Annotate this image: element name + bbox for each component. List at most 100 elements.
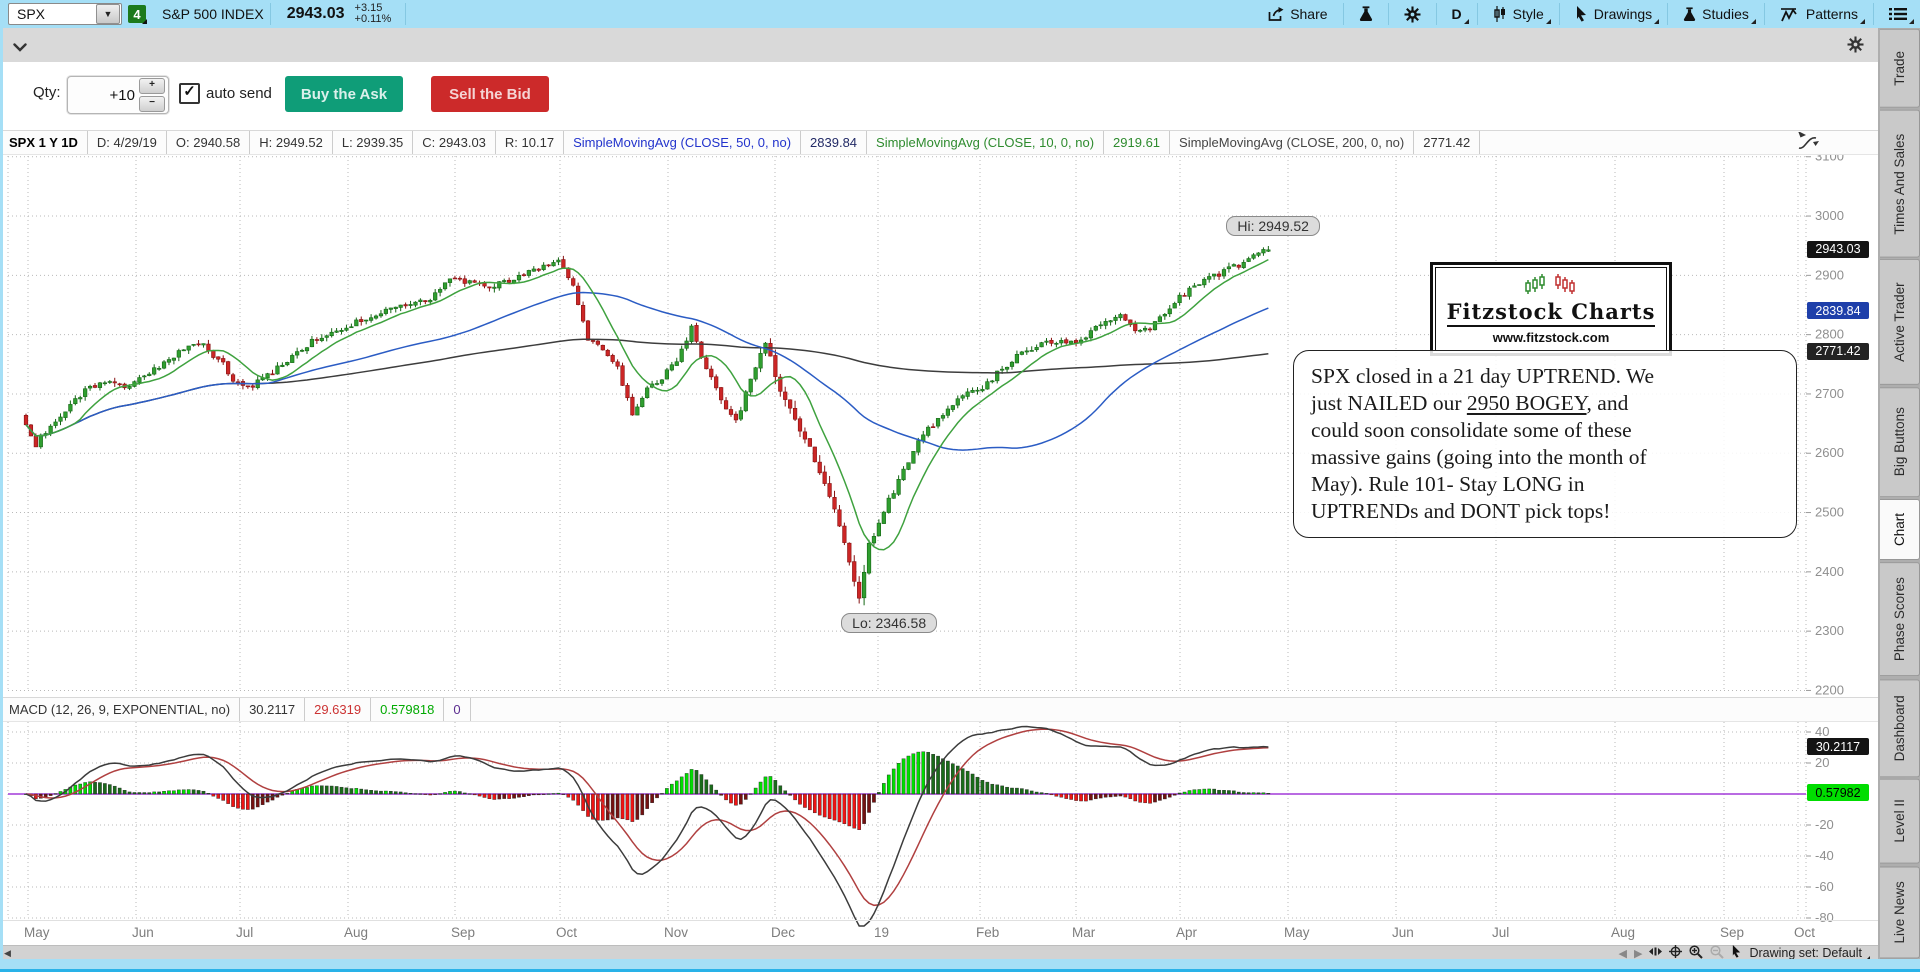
sidebar-tab-trade[interactable]: Trade bbox=[1880, 29, 1920, 108]
time-axis-label: Sep bbox=[451, 925, 476, 940]
style-button[interactable]: Style bbox=[1484, 1, 1553, 27]
chart-header-cell[interactable]: D: 4/29/19 bbox=[88, 131, 167, 154]
zoom-in-icon[interactable] bbox=[1689, 944, 1704, 962]
window-left-edge bbox=[0, 28, 3, 959]
chart-header-cell[interactable]: SimpleMovingAvg (CLOSE, 50, 0, no) bbox=[564, 131, 802, 154]
patterns-label: Patterns bbox=[1805, 6, 1858, 22]
linked-group-badge[interactable]: 4 bbox=[128, 5, 147, 24]
logo-title: Fitzstock Charts bbox=[1446, 299, 1656, 327]
separator bbox=[1763, 3, 1765, 25]
fitzstock-logo-drawing[interactable]: Fitzstock Charts www.fitzstock.com bbox=[1430, 262, 1672, 356]
panel-settings-gear-icon[interactable] bbox=[1847, 36, 1864, 58]
chart-header-cell[interactable]: C: 2943.03 bbox=[413, 131, 496, 154]
macd-header-cell[interactable]: 29.6319 bbox=[305, 698, 372, 721]
chart-header-cell[interactable]: SPX 1 Y 1D bbox=[0, 131, 88, 154]
macd-header-cell[interactable]: 30.2117 bbox=[240, 698, 306, 721]
flask-icon bbox=[1359, 6, 1373, 22]
qty-input[interactable]: +10 + − bbox=[67, 76, 169, 114]
top-toolbar: SPX ▼ 4 S&P 500 INDEX 2943.03 +3.15 +0.1… bbox=[0, 0, 1920, 28]
svg-text:2700: 2700 bbox=[1815, 386, 1844, 401]
chart-header-cell[interactable]: R: 10.17 bbox=[496, 131, 565, 154]
time-axis-label: Jun bbox=[132, 925, 154, 940]
time-axis-label: Dec bbox=[771, 925, 796, 940]
logo-candles-icon bbox=[1525, 274, 1577, 294]
order-panel-collapse-row bbox=[3, 28, 1878, 63]
macd-header-cell[interactable]: MACD (12, 26, 9, EXPONENTIAL, no) bbox=[0, 698, 241, 721]
price-chart[interactable]: 3100300029002800270026002500240023002200… bbox=[0, 126, 1878, 959]
share-button[interactable]: Share bbox=[1258, 1, 1336, 27]
cursor-mode-icon[interactable] bbox=[1731, 945, 1742, 961]
separator bbox=[1476, 3, 1478, 25]
sidebar-tab-dashboard[interactable]: Dashboard bbox=[1880, 678, 1920, 777]
macd-header-cell[interactable]: 0 bbox=[444, 698, 471, 721]
sidebar-tab-phase-scores[interactable]: Phase Scores bbox=[1880, 562, 1920, 677]
scroll-back-button[interactable]: ◀ bbox=[1618, 947, 1627, 960]
chart-annotation-note[interactable]: SPX closed in a 21 day UPTREND. We just N… bbox=[1293, 350, 1797, 538]
qty-decrement-button[interactable]: − bbox=[139, 96, 165, 112]
window-bottom-edge bbox=[0, 959, 1920, 972]
symbol-name: S&P 500 INDEX bbox=[162, 6, 264, 22]
separator bbox=[405, 3, 407, 25]
zoom-out-icon[interactable] bbox=[1710, 944, 1725, 962]
chart-menu-button[interactable] bbox=[1880, 1, 1916, 27]
buy-the-ask-button[interactable]: Buy the Ask bbox=[285, 76, 403, 112]
sidebar-tab-active-trader[interactable]: Active Trader bbox=[1880, 259, 1920, 386]
chart-header-cell[interactable]: SimpleMovingAvg (CLOSE, 200, 0, no) bbox=[1170, 131, 1415, 154]
svg-text:2800: 2800 bbox=[1815, 327, 1844, 342]
symbol-select[interactable]: SPX ▼ bbox=[8, 3, 122, 25]
svg-text:2500: 2500 bbox=[1815, 505, 1844, 520]
high-price-bubble: Hi: 2949.52 bbox=[1226, 215, 1320, 236]
qty-increment-button[interactable]: + bbox=[139, 78, 165, 94]
scroll-left-arrow-icon[interactable]: ◀ bbox=[4, 947, 11, 958]
time-axis-label: Aug bbox=[1611, 925, 1636, 940]
chart-pan-reset-icon[interactable] bbox=[1795, 131, 1821, 159]
macd-header-cell[interactable]: 0.579818 bbox=[371, 698, 445, 721]
drawings-label: Drawings bbox=[1593, 6, 1653, 22]
qty-steppers: + − bbox=[139, 78, 168, 112]
auto-send-checkbox[interactable]: ✓ bbox=[179, 83, 200, 104]
studies-label: Studies bbox=[1702, 6, 1749, 22]
qty-value[interactable]: +10 bbox=[109, 86, 135, 104]
sidebar-tab-level-ii[interactable]: Level II bbox=[1880, 778, 1920, 864]
time-axis-label: Mar bbox=[1072, 925, 1096, 940]
svg-text:20: 20 bbox=[1815, 755, 1829, 770]
symbol-dropdown-button[interactable]: ▼ bbox=[96, 4, 120, 24]
separator bbox=[1558, 3, 1560, 25]
analyze-button[interactable] bbox=[1350, 1, 1382, 27]
drawing-set-selector[interactable]: Drawing set: Default bbox=[1749, 946, 1870, 960]
chart-header-cell[interactable]: O: 2940.58 bbox=[167, 131, 251, 154]
chart-header-cell[interactable]: 2919.61 bbox=[1104, 131, 1171, 154]
crosshair-mode-icon[interactable] bbox=[1669, 945, 1683, 961]
pan-mode-icon[interactable] bbox=[1649, 946, 1663, 960]
sell-the-bid-button[interactable]: Sell the Bid bbox=[431, 76, 549, 112]
chart-scrollbar[interactable]: ◀ ◀ ▶ Drawing set: Defau bbox=[0, 944, 1878, 962]
chart-header-cell[interactable]: 2771.42 bbox=[1414, 131, 1481, 154]
chart-header-cell[interactable]: SimpleMovingAvg (CLOSE, 10, 0, no) bbox=[867, 131, 1105, 154]
annotation-line: SPX closed in a 21 day UPTREND. We bbox=[1311, 364, 1655, 388]
sidebar-tab-times-and-sales[interactable]: Times And Sales bbox=[1880, 109, 1920, 258]
price-axis-badge: 2943.03 bbox=[1807, 240, 1869, 258]
studies-button[interactable]: Studies bbox=[1674, 1, 1758, 27]
scroll-forward-button[interactable]: ▶ bbox=[1633, 947, 1643, 960]
patterns-button[interactable]: Patterns bbox=[1771, 1, 1867, 27]
sidebar-tab-big-buttons[interactable]: Big Buttons bbox=[1880, 387, 1920, 498]
timeframe-button[interactable]: D bbox=[1443, 1, 1471, 27]
time-axis-label: 19 bbox=[874, 925, 890, 940]
gadget-sidebar: Trade Times And Sales Active Trader Big But… bbox=[1878, 28, 1920, 959]
collapse-chevron-icon[interactable] bbox=[13, 39, 27, 57]
chart-data-header: SPX 1 Y 1D D: 4/29/19 O: 2940.58 H: 2949.52… bbox=[0, 130, 1878, 155]
annotation-line: could soon consolidate some of these bbox=[1311, 418, 1632, 442]
sidebar-tab-live-news[interactable]: Live News bbox=[1880, 865, 1920, 959]
sidebar-tab-chart[interactable]: Chart bbox=[1880, 499, 1920, 561]
chart-header-cell[interactable]: L: 2939.35 bbox=[333, 131, 414, 154]
drawings-button[interactable]: Drawings bbox=[1566, 1, 1661, 27]
settings-button[interactable] bbox=[1395, 1, 1430, 27]
flask-icon bbox=[1683, 6, 1696, 22]
logo-url: www.fitzstock.com bbox=[1492, 330, 1610, 345]
chart-header-cell[interactable]: H: 2949.52 bbox=[250, 131, 333, 154]
chart-header-cell[interactable]: 2839.84 bbox=[801, 131, 868, 154]
toolbar-right: Share D Style bbox=[1258, 1, 1920, 27]
macd-axis-badge: 30.2117 bbox=[1807, 738, 1869, 756]
svg-text:2200: 2200 bbox=[1815, 682, 1844, 697]
